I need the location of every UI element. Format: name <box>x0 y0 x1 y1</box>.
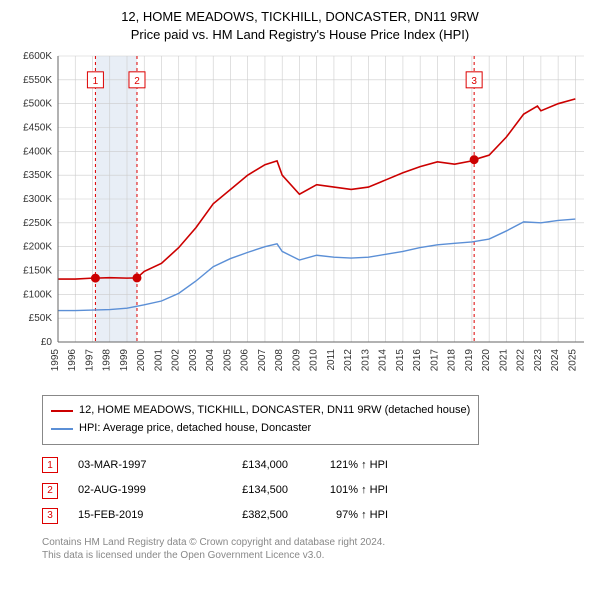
title-line-2: Price paid vs. HM Land Registry's House … <box>12 26 588 44</box>
ytick-label: £600K <box>23 51 52 62</box>
xtick-label: 2024 <box>550 349 561 372</box>
xtick-label: 2005 <box>222 349 233 372</box>
event-row: 2 02-AUG-1999 £134,500 101% ↑ HPI <box>42 478 588 503</box>
xtick-label: 2021 <box>498 349 509 372</box>
ytick-label: £150K <box>23 266 52 277</box>
ytick-label: £450K <box>23 123 52 134</box>
event-date: 15-FEB-2019 <box>78 503 188 528</box>
footer-line-1: Contains HM Land Registry data © Crown c… <box>42 536 588 549</box>
xtick-label: 2022 <box>516 349 527 372</box>
title-line-1: 12, HOME MEADOWS, TICKHILL, DONCASTER, D… <box>12 8 588 26</box>
event-row: 3 15-FEB-2019 £382,500 97% ↑ HPI <box>42 503 588 528</box>
xtick-label: 2006 <box>240 349 251 372</box>
legend-swatch <box>51 410 73 412</box>
xtick-label: 2009 <box>291 349 302 372</box>
xtick-label: 1997 <box>84 349 95 372</box>
legend-swatch <box>51 428 73 430</box>
event-date: 03-MAR-1997 <box>78 453 188 478</box>
xtick-label: 2014 <box>378 349 389 372</box>
ytick-label: £200K <box>23 242 52 253</box>
xtick-label: 2017 <box>429 349 440 372</box>
xtick-label: 2010 <box>309 349 320 372</box>
event-number-box: 3 <box>42 508 58 524</box>
event-marker-num: 2 <box>134 76 140 87</box>
xtick-label: 2023 <box>533 349 544 372</box>
ytick-label: £550K <box>23 75 52 86</box>
ytick-label: £250K <box>23 218 52 229</box>
series-marker <box>133 274 141 282</box>
xtick-label: 2000 <box>136 349 147 372</box>
event-number-box: 2 <box>42 483 58 499</box>
event-number-box: 1 <box>42 457 58 473</box>
series-marker <box>91 275 99 283</box>
xtick-label: 2007 <box>257 349 268 372</box>
footer-line-2: This data is licensed under the Open Gov… <box>42 549 588 562</box>
xtick-label: 2013 <box>360 349 371 372</box>
event-price: £134,500 <box>208 478 288 503</box>
xtick-label: 2025 <box>567 349 578 372</box>
legend-label: 12, HOME MEADOWS, TICKHILL, DONCASTER, D… <box>79 402 470 420</box>
xtick-label: 1995 <box>50 349 61 372</box>
event-marker-num: 1 <box>93 76 99 87</box>
ytick-label: £50K <box>29 314 53 325</box>
event-row: 1 03-MAR-1997 £134,000 121% ↑ HPI <box>42 453 588 478</box>
event-price: £134,000 <box>208 453 288 478</box>
xtick-label: 2011 <box>326 349 337 371</box>
chart-area: £0 £50K £100K £150K £200K £250K £300K £350K £400… <box>12 50 588 385</box>
xtick-label: 2012 <box>343 349 354 372</box>
xtick-label: 2008 <box>274 349 285 372</box>
xtick-label: 2016 <box>412 349 423 372</box>
event-date: 02-AUG-1999 <box>78 478 188 503</box>
legend-label: HPI: Average price, detached house, Donc… <box>79 420 311 438</box>
xtick-label: 2001 <box>153 349 164 372</box>
series-marker <box>470 156 478 164</box>
xtick-label: 2019 <box>464 349 475 372</box>
event-pct: 121% ↑ HPI <box>308 453 388 478</box>
xtick-label: 1999 <box>119 349 130 372</box>
xtick-label: 2020 <box>481 349 492 372</box>
xtick-label: 2015 <box>395 349 406 372</box>
xtick-label: 2018 <box>447 349 458 372</box>
xtick-label: 2002 <box>171 349 182 372</box>
event-price: £382,500 <box>208 503 288 528</box>
legend-item: HPI: Average price, detached house, Donc… <box>51 420 470 438</box>
event-marker-num: 3 <box>471 76 477 87</box>
event-pct: 101% ↑ HPI <box>308 478 388 503</box>
event-pct: 97% ↑ HPI <box>308 503 388 528</box>
xtick-label: 1998 <box>102 349 113 372</box>
xtick-label: 2004 <box>205 349 216 372</box>
ytick-label: £500K <box>23 99 52 110</box>
ytick-label: £300K <box>23 194 52 205</box>
legend-item: 12, HOME MEADOWS, TICKHILL, DONCASTER, D… <box>51 402 470 420</box>
footer-attribution: Contains HM Land Registry data © Crown c… <box>42 536 588 562</box>
xtick-label: 1996 <box>67 349 78 372</box>
ytick-label: £400K <box>23 147 52 158</box>
ytick-label: £0 <box>41 337 53 348</box>
legend: 12, HOME MEADOWS, TICKHILL, DONCASTER, D… <box>42 395 479 444</box>
xtick-label: 2003 <box>188 349 199 372</box>
line-chart-svg: £0 £50K £100K £150K £200K £250K £300K £350K £400… <box>12 50 588 380</box>
chart-container: 12, HOME MEADOWS, TICKHILL, DONCASTER, D… <box>0 0 600 572</box>
event-table: 1 03-MAR-1997 £134,000 121% ↑ HPI 2 02-AUG-19… <box>42 453 588 529</box>
ytick-label: £100K <box>23 290 52 301</box>
ytick-label: £350K <box>23 171 52 182</box>
